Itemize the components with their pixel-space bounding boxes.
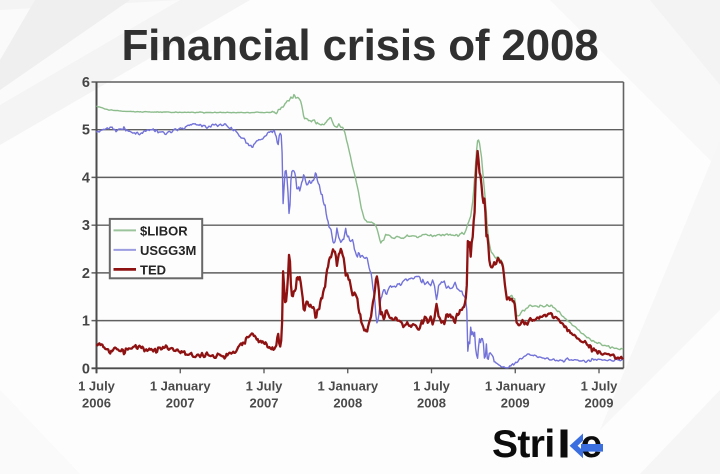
svg-text:$LIBOR: $LIBOR [140,223,188,238]
svg-text:4: 4 [82,170,90,186]
svg-text:Stri: Stri [492,423,555,465]
svg-text:1 January: 1 January [485,379,546,394]
svg-text:2: 2 [82,266,90,282]
svg-text:6: 6 [82,75,90,91]
svg-text:1 July: 1 July [246,379,284,394]
svg-text:5: 5 [82,123,90,139]
svg-text:1 July: 1 July [581,379,619,394]
svg-text:USGG3M: USGG3M [140,243,196,258]
svg-text:1 January: 1 January [317,379,378,394]
svg-text:2006: 2006 [82,396,111,411]
svg-text:2007: 2007 [166,396,195,411]
svg-text:1 January: 1 January [150,379,211,394]
svg-text:2008: 2008 [333,396,362,411]
svg-text:2007: 2007 [250,396,279,411]
svg-text:2008: 2008 [417,396,446,411]
svg-text:2009: 2009 [501,396,530,411]
svg-text:TED: TED [140,262,166,277]
svg-text:0: 0 [82,361,90,377]
svg-text:3: 3 [82,218,90,234]
svg-text:1: 1 [82,314,90,330]
svg-text:2009: 2009 [585,396,614,411]
svg-text:1 July: 1 July [413,379,451,394]
svg-text:1 July: 1 July [78,379,116,394]
